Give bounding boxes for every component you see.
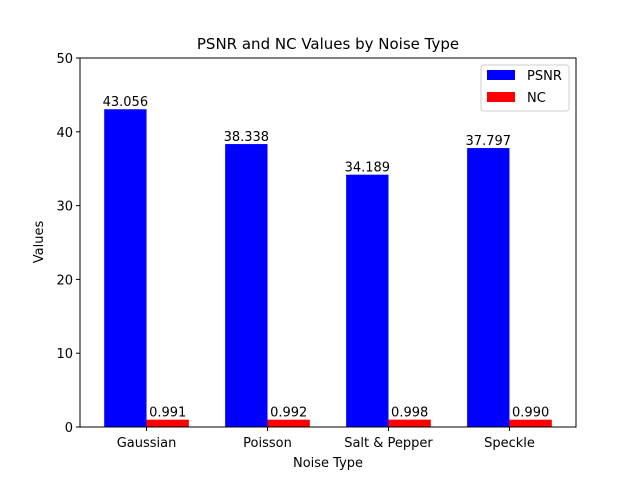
x-tick-label: Salt & Pepper: [344, 436, 433, 451]
y-axis-label: Values: [32, 221, 47, 264]
bar-nc: [388, 419, 431, 427]
x-tick-label: Gaussian: [117, 436, 177, 451]
data-label: 0.992: [270, 406, 307, 421]
bar-nc: [509, 419, 552, 427]
axes-frame: [79, 57, 577, 428]
bar-psnr: [467, 148, 510, 427]
y-tick-label: 50: [56, 52, 73, 67]
bar-psnr: [225, 144, 268, 428]
bar-psnr: [104, 109, 147, 428]
data-label: 0.991: [149, 406, 186, 421]
legend-label-psnr: PSNR: [527, 69, 562, 84]
x-tick-label: Poisson: [243, 436, 292, 451]
bar-nc: [146, 419, 189, 427]
data-label: 0.990: [512, 406, 549, 421]
legend: PSNR NC: [480, 64, 570, 112]
bar-psnr: [346, 174, 389, 427]
legend-label-nc: NC: [527, 91, 546, 106]
data-label: 43.056: [103, 95, 149, 110]
y-tick-label: 20: [56, 273, 73, 288]
legend-swatch-nc: [487, 92, 515, 102]
y-tick-label: 40: [56, 126, 73, 141]
chart-title: PSNR and NC Values by Noise Type: [197, 35, 459, 53]
data-label: 37.797: [466, 134, 512, 149]
legend-swatch-psnr: [487, 70, 515, 80]
data-label: 38.338: [224, 130, 270, 145]
x-axis-label: Noise Type: [293, 456, 363, 471]
y-tick-label: 0: [65, 421, 73, 436]
data-label: 0.998: [391, 406, 428, 421]
bar-nc: [267, 419, 310, 427]
y-tick-label: 30: [56, 200, 73, 215]
y-tick-label: 10: [56, 347, 73, 362]
data-label: 34.189: [345, 161, 391, 176]
plot-area: 0 10 20 30 40 50 43.056 0.991 Gaussian 38.338 0.99…: [56, 52, 552, 451]
x-tick-label: Speckle: [484, 436, 535, 451]
